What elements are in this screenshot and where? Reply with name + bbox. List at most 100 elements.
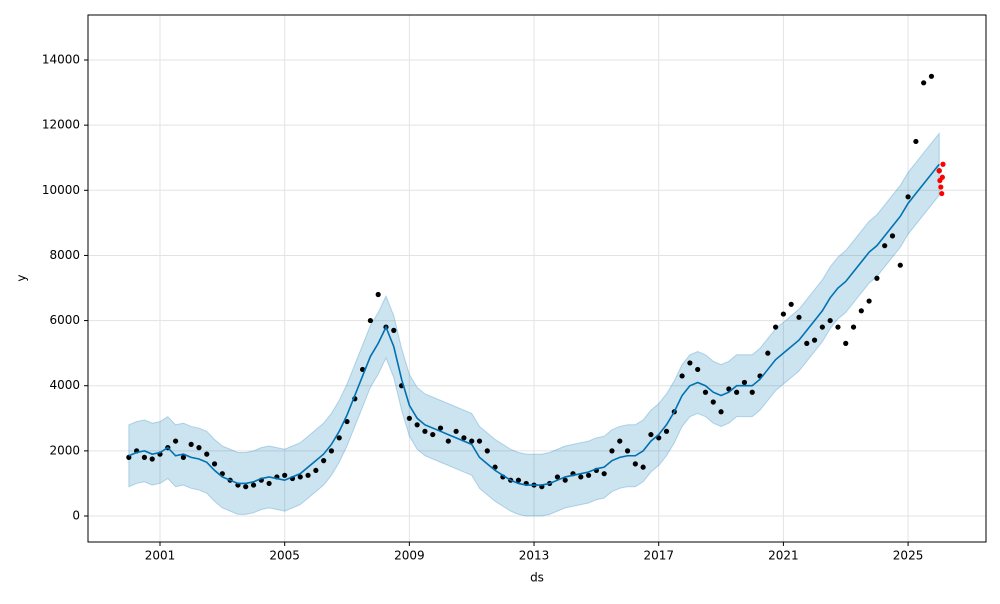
data-point bbox=[414, 422, 420, 428]
y-axis-label: y bbox=[15, 274, 29, 281]
data-point bbox=[476, 438, 483, 444]
data-point bbox=[843, 340, 849, 346]
data-point bbox=[940, 161, 946, 167]
data-point bbox=[819, 324, 825, 330]
data-point bbox=[562, 477, 568, 483]
data-point bbox=[609, 448, 615, 454]
data-point bbox=[445, 438, 451, 444]
data-point bbox=[149, 456, 155, 462]
data-point bbox=[469, 438, 475, 444]
data-point bbox=[453, 428, 459, 434]
data-point bbox=[905, 194, 911, 200]
x-tick-label: 2001 bbox=[145, 549, 176, 563]
x-tick-label: 2005 bbox=[269, 549, 300, 563]
data-point bbox=[344, 418, 350, 425]
data-point bbox=[484, 448, 490, 454]
data-point bbox=[172, 438, 179, 444]
data-point bbox=[710, 399, 716, 405]
data-point bbox=[515, 477, 522, 483]
plot-frame bbox=[87, 14, 987, 543]
data-point bbox=[243, 484, 249, 490]
data-point bbox=[811, 337, 818, 343]
data-point bbox=[375, 291, 381, 298]
data-point bbox=[266, 480, 272, 487]
y-tick-label: 4000 bbox=[49, 378, 80, 392]
data-point bbox=[624, 448, 631, 454]
data-point bbox=[430, 431, 436, 438]
data-point bbox=[578, 474, 584, 480]
data-point bbox=[422, 428, 428, 434]
data-point bbox=[804, 340, 810, 346]
data-point bbox=[702, 389, 709, 395]
data-point bbox=[367, 317, 373, 324]
data-point bbox=[734, 389, 740, 395]
data-point bbox=[788, 301, 794, 307]
x-tick-label: 2013 bbox=[519, 549, 550, 563]
data-point bbox=[695, 366, 701, 373]
data-point bbox=[297, 474, 303, 480]
data-point bbox=[211, 461, 218, 467]
data-point bbox=[866, 298, 872, 304]
data-point bbox=[780, 311, 786, 317]
data-point bbox=[640, 464, 646, 470]
data-point bbox=[617, 438, 623, 444]
data-point bbox=[204, 451, 210, 457]
data-point bbox=[835, 324, 841, 330]
data-point bbox=[461, 435, 467, 441]
y-tick-label: 2000 bbox=[49, 443, 80, 457]
x-tick-label: 2021 bbox=[768, 549, 799, 563]
data-point bbox=[939, 174, 945, 180]
data-point bbox=[741, 379, 748, 386]
data-point bbox=[679, 373, 685, 379]
data-point bbox=[126, 454, 132, 460]
y-tick-label: 8000 bbox=[49, 248, 80, 262]
data-point bbox=[391, 327, 397, 333]
data-point bbox=[196, 445, 202, 451]
data-point bbox=[406, 415, 412, 421]
data-point bbox=[663, 428, 670, 434]
data-point bbox=[585, 472, 592, 478]
data-point bbox=[749, 389, 755, 395]
data-point bbox=[554, 474, 561, 480]
data-point bbox=[313, 467, 319, 474]
data-point bbox=[765, 350, 771, 356]
data-point bbox=[321, 458, 327, 464]
data-point bbox=[874, 275, 880, 281]
uncertainty-band bbox=[128, 131, 940, 517]
data-point bbox=[180, 454, 186, 460]
data-point bbox=[913, 138, 919, 145]
data-point bbox=[938, 184, 944, 190]
data-point bbox=[632, 461, 638, 467]
data-point bbox=[188, 441, 194, 447]
x-axis-label: ds bbox=[530, 571, 544, 585]
data-point bbox=[437, 425, 444, 431]
y-tick-label: 6000 bbox=[49, 313, 80, 327]
data-point bbox=[936, 168, 942, 174]
data-point bbox=[601, 471, 607, 477]
data-point bbox=[250, 482, 257, 488]
data-point bbox=[827, 317, 833, 324]
data-point bbox=[921, 80, 927, 86]
data-point bbox=[305, 472, 311, 478]
x-tick-label: 2025 bbox=[893, 549, 924, 563]
y-tick-label: 10000 bbox=[42, 183, 80, 197]
data-point bbox=[648, 431, 654, 438]
y-tick-label: 0 bbox=[72, 509, 80, 523]
y-tick-label: 12000 bbox=[42, 118, 80, 132]
data-point bbox=[718, 409, 724, 415]
data-point bbox=[796, 314, 802, 320]
data-point bbox=[939, 190, 945, 197]
x-tick-label: 2017 bbox=[643, 549, 674, 563]
data-point bbox=[328, 448, 335, 454]
data-point bbox=[889, 233, 896, 239]
data-point bbox=[141, 454, 148, 460]
x-tick-label: 2009 bbox=[394, 549, 425, 563]
data-point bbox=[687, 360, 693, 366]
data-point bbox=[336, 435, 342, 441]
data-point bbox=[897, 262, 903, 268]
data-point bbox=[882, 243, 888, 249]
data-point bbox=[773, 324, 779, 330]
data-point bbox=[858, 308, 864, 314]
data-point bbox=[928, 73, 935, 79]
